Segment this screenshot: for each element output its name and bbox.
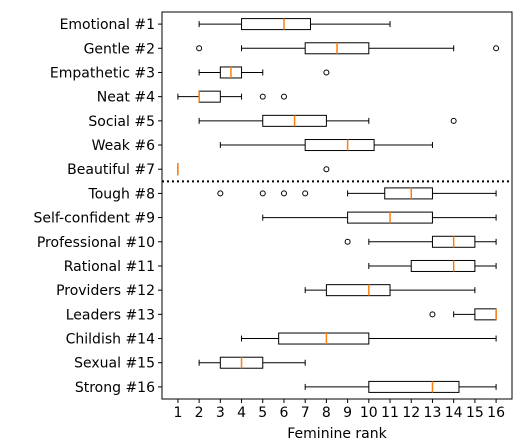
iqr-box xyxy=(278,332,370,345)
outlier-point xyxy=(302,190,309,197)
y-tick-label: Self-confident #9 xyxy=(33,211,155,227)
x-tick-label: 1 xyxy=(173,405,182,421)
box-group xyxy=(177,163,330,176)
y-tick-label: Strong #16 xyxy=(75,380,155,396)
iqr-box xyxy=(325,284,391,297)
outlier-point xyxy=(280,190,287,197)
y-tick-label: Empathetic #3 xyxy=(50,65,155,81)
box-group xyxy=(198,66,330,79)
iqr-box xyxy=(198,90,221,103)
y-tick-label: Neat #4 xyxy=(97,90,155,106)
iqr-box xyxy=(384,187,433,200)
box-group xyxy=(368,259,497,272)
box-group xyxy=(198,356,306,369)
box-group xyxy=(198,18,391,31)
y-tick-label: Social #5 xyxy=(88,114,155,130)
x-tick-label: 16 xyxy=(487,405,505,421)
outlier-point xyxy=(259,190,266,197)
x-tick-label: 5 xyxy=(258,405,267,421)
x-tick-label: 8 xyxy=(322,405,331,421)
iqr-box xyxy=(368,380,460,393)
box-group xyxy=(217,187,497,200)
box-group xyxy=(304,380,497,393)
box-group xyxy=(241,332,497,345)
x-tick-label: 3 xyxy=(216,405,225,421)
box-group xyxy=(219,139,433,152)
x-tick-label: 10 xyxy=(360,405,378,421)
y-tick-label: Leaders #13 xyxy=(66,307,155,323)
iqr-box xyxy=(304,139,375,152)
y-tick-label: Professional #10 xyxy=(37,235,155,251)
outlier-point xyxy=(280,93,287,100)
y-tick-label: Beautiful #7 xyxy=(67,162,155,178)
x-tick-label: 11 xyxy=(381,405,399,421)
y-axis: Emotional #1 Gentle #2 Empathetic #3 Neat #… xyxy=(33,17,162,396)
y-tick-label: Rational #11 xyxy=(64,259,155,275)
y-tick-label: Gentle #2 xyxy=(84,41,155,57)
x-tick-label: 7 xyxy=(301,405,310,421)
outlier-point xyxy=(429,311,436,318)
y-tick-label: Providers #12 xyxy=(56,283,155,299)
x-tick-label: 12 xyxy=(402,405,420,421)
y-tick-label: Sexual #15 xyxy=(74,356,155,372)
box-group xyxy=(262,211,497,224)
outlier-point xyxy=(323,69,330,76)
box-group xyxy=(344,235,497,248)
outlier-point xyxy=(344,238,351,245)
y-tick-label: Childish #14 xyxy=(66,332,155,348)
x-axis: 1 2 3 4 5 6 7 8 9 10 11 12 13 14 15 16 xyxy=(173,399,505,421)
x-tick-label: 13 xyxy=(424,405,442,421)
x-tick-label: 4 xyxy=(237,405,246,421)
y-tick-label: Weak #6 xyxy=(92,138,156,154)
x-tick-label: 6 xyxy=(280,405,289,421)
y-tick-label: Emotional #1 xyxy=(60,17,155,33)
outlier-point xyxy=(323,166,330,173)
outlier-point xyxy=(217,190,224,197)
outlier-point xyxy=(196,45,203,52)
y-tick-label: Tough #8 xyxy=(88,186,155,202)
outlier-point xyxy=(493,45,500,52)
x-tick-label: 15 xyxy=(466,405,484,421)
box-group xyxy=(304,284,476,297)
iqr-box xyxy=(241,18,311,31)
outlier-point xyxy=(450,117,457,124)
iqr-box xyxy=(410,259,476,272)
x-tick-label: 9 xyxy=(343,405,352,421)
plot-area xyxy=(162,18,512,393)
iqr-box xyxy=(474,308,497,321)
box-group xyxy=(198,114,457,127)
outlier-point xyxy=(259,93,266,100)
x-tick-label: 2 xyxy=(195,405,204,421)
x-tick-label: 14 xyxy=(445,405,463,421)
box-group xyxy=(429,308,497,321)
box-group xyxy=(177,90,287,103)
box-group xyxy=(196,42,500,55)
x-axis-label: Feminine rank xyxy=(287,426,387,442)
axes-frame xyxy=(161,11,513,400)
